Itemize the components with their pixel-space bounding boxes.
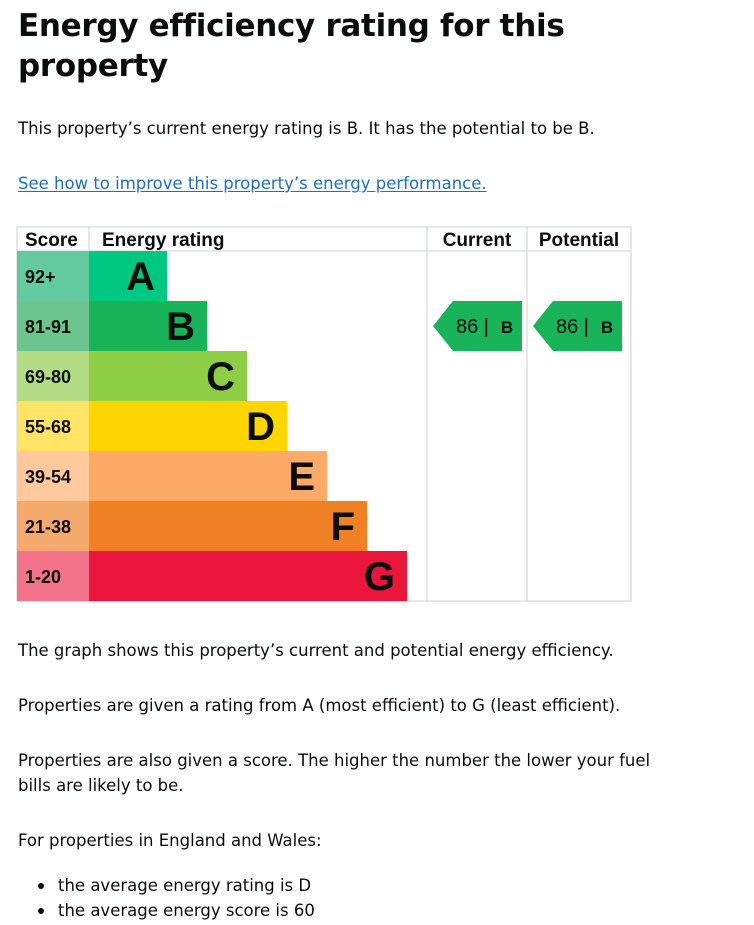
england-wales-heading: For properties in England and Wales: (18, 831, 322, 850)
improve-performance-link[interactable]: See how to improve this property’s energ… (18, 174, 487, 193)
current-arrow (433, 301, 522, 351)
score-cell (17, 251, 89, 301)
rating-letter: F (331, 505, 355, 549)
potential-score-label: 86 | (556, 316, 589, 338)
score-range-label: 55-68 (25, 417, 71, 437)
score-cell (17, 351, 89, 401)
header-energy-rating: Energy rating (102, 230, 224, 251)
header-potential: Potential (539, 230, 619, 251)
rating-letter: G (364, 555, 395, 599)
rating-letter: A (126, 255, 155, 299)
score-cell (17, 401, 89, 451)
potential-arrow (533, 301, 622, 351)
graph-description: The graph shows this property’s current … (18, 641, 614, 660)
list-item: the average energy rating is D (18, 873, 315, 898)
rating-letter: E (288, 455, 315, 499)
score-range-label: 21-38 (25, 517, 71, 537)
score-cell (17, 501, 89, 551)
score-range-label: 81-91 (25, 317, 71, 337)
rating-bar (89, 551, 407, 601)
averages-list: the average energy rating is D the avera… (18, 873, 315, 923)
score-range-label: 39-54 (25, 467, 71, 487)
score-range-label: 92+ (25, 267, 56, 287)
rating-bar (89, 301, 207, 351)
rating-letter: C (206, 355, 235, 399)
header-score: Score (25, 230, 78, 251)
rating-bar (89, 451, 327, 501)
score-cell (17, 551, 89, 601)
potential-rating-letter: B (601, 318, 613, 337)
ratings-description: Properties are given a rating from A (mo… (18, 696, 621, 715)
rating-letter: B (166, 305, 195, 349)
score-range-label: 69-80 (25, 367, 71, 387)
score-cell (17, 451, 89, 501)
current-score-label: 86 | (456, 316, 489, 338)
page-title: Energy efficiency rating for this proper… (18, 8, 565, 84)
rating-bar (89, 351, 247, 401)
rating-letter: D (246, 405, 275, 449)
header-current: Current (443, 230, 512, 251)
current-rating-letter: B (501, 318, 513, 337)
score-cell (17, 301, 89, 351)
list-item: the average energy score is 60 (18, 898, 315, 923)
score-description: Properties are also given a score. The h… (18, 751, 651, 795)
rating-summary: This property’s current energy rating is… (18, 119, 595, 138)
rating-bar (89, 501, 367, 551)
rating-bar (89, 401, 287, 451)
score-range-label: 1-20 (25, 567, 61, 587)
rating-bar (89, 251, 167, 301)
